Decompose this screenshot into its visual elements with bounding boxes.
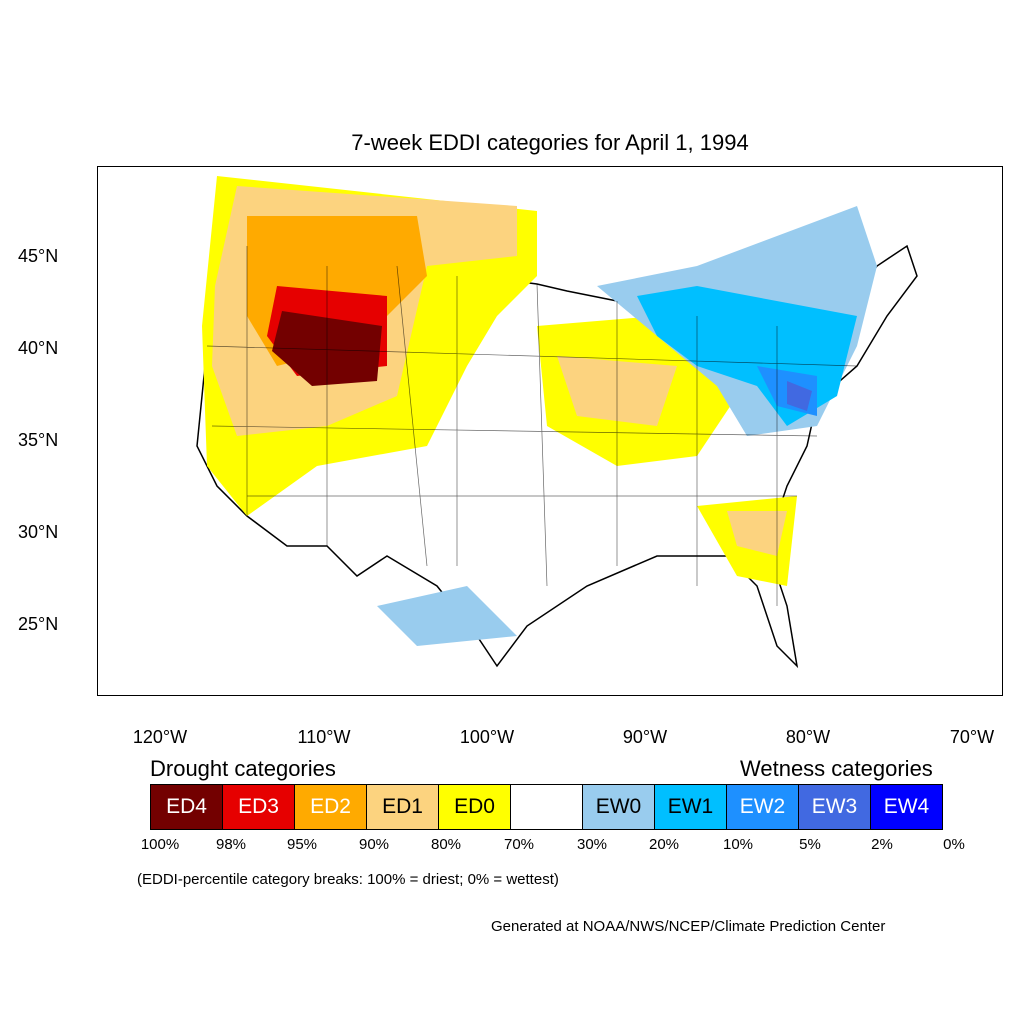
pct-label: 98%: [215, 836, 247, 853]
category-legend: ED4 ED3 ED2 ED1 ED0 EW0 EW1 EW2 EW3 EW4: [150, 784, 943, 830]
pct-label: 90%: [358, 836, 390, 853]
lon-label-120: 120°W: [132, 727, 188, 747]
legend-label: ED4: [166, 795, 207, 818]
legend-label: EW2: [739, 795, 786, 818]
lat-label-40: 40°N: [18, 338, 59, 358]
lat-label-45: 45°N: [18, 246, 59, 266]
credit-line: Generated at NOAA/NWS/NCEP/Climate Predi…: [491, 918, 886, 935]
legend-box-ed0: ED0: [438, 784, 511, 830]
lon-label-90: 90°W: [622, 727, 668, 747]
pct-label: 5%: [799, 836, 821, 853]
pct-label: 30%: [576, 836, 608, 853]
lon-label-100: 100°W: [459, 727, 515, 747]
legend-box-ew4: EW4: [870, 784, 943, 830]
legend-label: ED1: [382, 795, 423, 818]
legend-box-ew2: EW2: [726, 784, 799, 830]
lon-label-110: 110°W: [297, 727, 351, 747]
lat-label-30: 30°N: [18, 522, 59, 542]
ed1-region-southeast: [727, 511, 787, 556]
legend-box-ed3: ED3: [222, 784, 295, 830]
category-note: (EDDI-percentile category breaks: 100% =…: [137, 871, 559, 888]
legend-box-normal: [510, 784, 583, 830]
ew0-region-south: [377, 586, 517, 646]
pct-label: 95%: [286, 836, 318, 853]
legend-label: ED2: [310, 795, 351, 818]
lat-label-35: 35°N: [18, 430, 59, 450]
wetness-heading: Wetness categories: [740, 756, 933, 781]
pct-label: 0%: [943, 836, 965, 853]
legend-box-ed1: ED1: [366, 784, 439, 830]
pct-label: 20%: [648, 836, 680, 853]
legend-box-ed2: ED2: [294, 784, 367, 830]
pct-label: 10%: [722, 836, 754, 853]
pct-label: 100%: [140, 836, 180, 853]
lon-label-70: 70°W: [949, 727, 995, 747]
drought-heading: Drought categories: [150, 756, 336, 781]
legend-label: EW4: [883, 795, 930, 818]
pct-label: 80%: [430, 836, 462, 853]
legend-label: ED3: [238, 795, 279, 818]
state-borders: [206, 246, 858, 606]
legend-box-ew3: EW3: [798, 784, 871, 830]
lat-label-25: 25°N: [18, 614, 59, 634]
legend-box-ew1: EW1: [654, 784, 727, 830]
legend-label: ED0: [454, 795, 495, 818]
pct-label: 2%: [871, 836, 893, 853]
legend-label: EW0: [595, 795, 642, 818]
legend-label: EW1: [667, 795, 714, 818]
map-title: 7-week EDDI categories for April 1, 1994: [351, 130, 749, 155]
pct-label: 70%: [503, 836, 535, 853]
legend-box-ed4: ED4: [150, 784, 223, 830]
legend-box-ew0: EW0: [582, 784, 655, 830]
lon-label-80: 80°W: [785, 727, 831, 747]
legend-label: EW3: [811, 795, 858, 818]
eddi-map: [97, 166, 1003, 696]
ew3-region-northeast: [787, 381, 812, 411]
